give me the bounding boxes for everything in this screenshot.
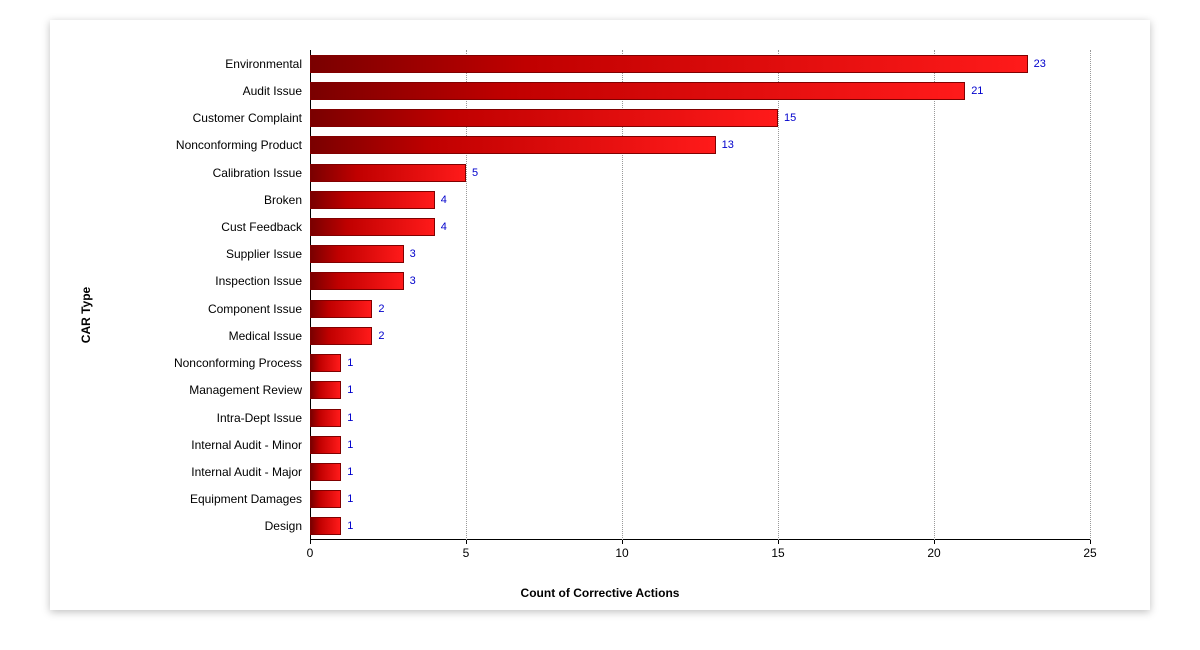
category-label: Audit Issue	[243, 84, 302, 98]
bar-row	[310, 191, 435, 209]
bar	[310, 218, 435, 236]
bar-value-label: 1	[347, 384, 353, 396]
bar	[310, 327, 372, 345]
bar-value-label: 4	[441, 221, 447, 233]
category-label: Cust Feedback	[221, 220, 302, 234]
bar-row	[310, 409, 341, 427]
bar-value-label: 1	[347, 493, 353, 505]
bar	[310, 191, 435, 209]
bar-value-label: 13	[722, 139, 734, 151]
bar-row	[310, 109, 778, 127]
bar-row	[310, 136, 716, 154]
category-label: Component Issue	[208, 302, 302, 316]
bar-value-label: 1	[347, 357, 353, 369]
bar-value-label: 5	[472, 167, 478, 179]
x-tick-mark	[310, 540, 311, 544]
bar	[310, 55, 1028, 73]
x-axis-line	[310, 539, 1090, 540]
x-axis-title: Count of Corrective Actions	[521, 586, 680, 600]
x-tick-label: 15	[771, 546, 784, 560]
bar-value-label: 4	[441, 194, 447, 206]
category-label: Internal Audit - Minor	[191, 438, 302, 452]
grid-line	[934, 50, 935, 540]
chart-container: CAR Type Count of Corrective Actions 0 5 1…	[50, 20, 1150, 610]
x-tick-label: 0	[307, 546, 314, 560]
bar-row	[310, 245, 404, 263]
bar-value-label: 2	[378, 303, 384, 315]
plot-area: 05101520252321151354433221111111	[310, 50, 1090, 540]
x-tick-label: 20	[927, 546, 940, 560]
category-label: Broken	[264, 193, 302, 207]
bar	[310, 490, 341, 508]
bar-row	[310, 490, 341, 508]
x-tick-label: 25	[1083, 546, 1096, 560]
grid-line	[1090, 50, 1091, 540]
category-label: Supplier Issue	[226, 247, 302, 261]
bar	[310, 82, 965, 100]
bar-value-label: 3	[410, 248, 416, 260]
category-label: Internal Audit - Major	[191, 465, 302, 479]
category-label: Inspection Issue	[215, 274, 302, 288]
category-label: Design	[265, 519, 302, 533]
bar-row	[310, 300, 372, 318]
bar-row	[310, 55, 1028, 73]
bar-value-label: 15	[784, 112, 796, 124]
category-label: Calibration Issue	[213, 166, 302, 180]
bar	[310, 300, 372, 318]
bar	[310, 381, 341, 399]
x-tick-label: 10	[615, 546, 628, 560]
category-label: Nonconforming Product	[176, 138, 302, 152]
bar	[310, 272, 404, 290]
bar-value-label: 1	[347, 466, 353, 478]
bar-value-label: 21	[971, 85, 983, 97]
x-tick-mark	[934, 540, 935, 544]
bar	[310, 164, 466, 182]
bar-row	[310, 327, 372, 345]
x-tick-mark	[1090, 540, 1091, 544]
bar-row	[310, 381, 341, 399]
bar-row	[310, 272, 404, 290]
bar-row	[310, 164, 466, 182]
bar-value-label: 1	[347, 412, 353, 424]
category-label: Nonconforming Process	[174, 356, 302, 370]
grid-line	[778, 50, 779, 540]
category-label: Equipment Damages	[190, 492, 302, 506]
y-axis-title: CAR Type	[79, 287, 93, 343]
bar-row	[310, 463, 341, 481]
bar	[310, 245, 404, 263]
bar-row	[310, 436, 341, 454]
bar	[310, 409, 341, 427]
bar	[310, 109, 778, 127]
bar	[310, 463, 341, 481]
bar-row	[310, 218, 435, 236]
bar-value-label: 1	[347, 439, 353, 451]
bar	[310, 354, 341, 372]
bar-row	[310, 517, 341, 535]
category-label: Customer Complaint	[193, 111, 302, 125]
bar	[310, 136, 716, 154]
bar	[310, 436, 341, 454]
category-label: Environmental	[225, 57, 302, 71]
bar	[310, 517, 341, 535]
bar-row	[310, 82, 965, 100]
x-tick-mark	[466, 540, 467, 544]
category-label: Medical Issue	[229, 329, 302, 343]
bar-value-label: 2	[378, 330, 384, 342]
bar-row	[310, 354, 341, 372]
x-tick-label: 5	[463, 546, 470, 560]
x-tick-mark	[778, 540, 779, 544]
bar-value-label: 1	[347, 520, 353, 532]
category-label: Management Review	[189, 383, 302, 397]
category-label: Intra-Dept Issue	[217, 411, 302, 425]
x-tick-mark	[622, 540, 623, 544]
bar-value-label: 3	[410, 275, 416, 287]
bar-value-label: 23	[1034, 58, 1046, 70]
